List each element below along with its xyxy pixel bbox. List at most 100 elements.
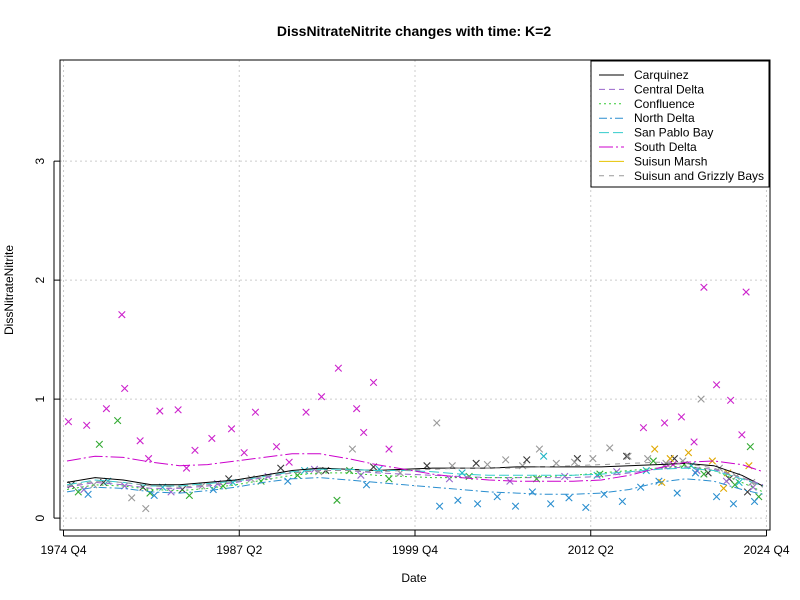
- data-point: [561, 472, 569, 481]
- data-point: [750, 497, 759, 506]
- data-point: [251, 408, 260, 416]
- data-point: [142, 504, 150, 513]
- data-point: [712, 381, 721, 389]
- data-point: [722, 477, 731, 485]
- data-point: [606, 444, 614, 452]
- data-point: [359, 428, 368, 437]
- data-point: [445, 475, 454, 483]
- data-point: [83, 421, 91, 429]
- x-axis-label: Date: [401, 571, 427, 585]
- data-point: [310, 465, 319, 474]
- data-point: [582, 503, 590, 512]
- data-point: [473, 500, 482, 508]
- x-tick-label: 1987 Q2: [216, 543, 262, 557]
- data-point: [660, 419, 669, 427]
- legend-box: [590, 60, 770, 188]
- data-point: [174, 406, 182, 414]
- data-point: [643, 454, 652, 463]
- y-tick-label: 3: [33, 157, 47, 164]
- data-point: [369, 378, 378, 387]
- data-point: [511, 502, 520, 510]
- data-point: [120, 384, 129, 393]
- legend-label: Confluence: [634, 97, 695, 111]
- data-point: [208, 434, 216, 443]
- data-point: [658, 478, 666, 487]
- data-point: [523, 456, 531, 464]
- data-point: [493, 492, 501, 501]
- data-point: [118, 310, 126, 319]
- data-point: [690, 438, 698, 446]
- data-point: [649, 457, 657, 465]
- data-point: [673, 489, 681, 497]
- data-point: [697, 395, 705, 403]
- legend-label: Central Delta: [634, 82, 704, 96]
- trend-line: [66, 461, 764, 488]
- data-point: [712, 492, 721, 501]
- data-point: [219, 482, 227, 490]
- data-point: [729, 500, 738, 508]
- data-point: [277, 464, 285, 472]
- data-point: [719, 484, 728, 493]
- data-point: [726, 396, 735, 404]
- data-point: [458, 469, 466, 477]
- data-point: [600, 490, 608, 498]
- data-point: [570, 458, 579, 466]
- data-point: [749, 483, 757, 491]
- data-point: [501, 456, 510, 464]
- data-point: [433, 419, 441, 427]
- data-point: [352, 404, 361, 413]
- data-point: [357, 471, 365, 479]
- data-point: [348, 445, 357, 453]
- trend-line: [66, 462, 764, 487]
- data-point: [483, 460, 492, 469]
- data-point: [64, 418, 73, 426]
- data-point: [700, 470, 708, 478]
- data-point: [156, 407, 164, 415]
- axes: 1974 Q4 1987 Q2 1999 Q4 2012 Q2 2024 Q4 0 1 2 3: [33, 157, 790, 557]
- data-point: [546, 500, 555, 508]
- data-point: [84, 490, 92, 498]
- x-tick-label: 2024 Q4: [743, 543, 789, 557]
- data-point: [731, 481, 739, 489]
- data-point: [677, 413, 686, 421]
- data-point: [691, 469, 700, 477]
- data-point: [454, 496, 462, 504]
- trend-line: [66, 453, 764, 482]
- data-point: [552, 459, 560, 468]
- data-point: [618, 497, 627, 506]
- data-point: [738, 431, 746, 439]
- legend-label: Suisun and Grizzly Bays: [634, 169, 764, 183]
- data-point: [362, 481, 371, 489]
- legend-label: South Delta: [634, 140, 697, 154]
- data-point: [272, 443, 281, 451]
- data-point: [102, 404, 111, 413]
- data-point: [385, 445, 393, 453]
- data-point: [742, 288, 750, 296]
- data-point: [539, 452, 548, 460]
- x-tick-label: 1999 Q4: [392, 543, 438, 557]
- data-point: [167, 488, 175, 496]
- data-point: [227, 425, 236, 433]
- data-point: [146, 489, 154, 497]
- trend-line: [66, 466, 764, 489]
- data-point: [700, 283, 708, 291]
- data-point: [74, 488, 82, 496]
- x-tick-label: 1974 Q4: [40, 543, 86, 557]
- data-point: [285, 458, 293, 466]
- data-point: [624, 452, 632, 460]
- data-point: [385, 475, 393, 483]
- data-point: [128, 494, 136, 502]
- data-point: [185, 491, 194, 500]
- data-point: [735, 478, 743, 487]
- data-point: [302, 408, 310, 416]
- trend-line: [66, 477, 764, 495]
- y-tick-label: 2: [33, 276, 47, 283]
- data-point: [535, 445, 544, 453]
- chart-title: DissNitrateNitrite changes with time: K=…: [277, 23, 551, 39]
- data-point: [684, 448, 693, 457]
- data-point: [472, 459, 480, 468]
- data-point: [136, 437, 144, 445]
- data-point: [144, 454, 153, 463]
